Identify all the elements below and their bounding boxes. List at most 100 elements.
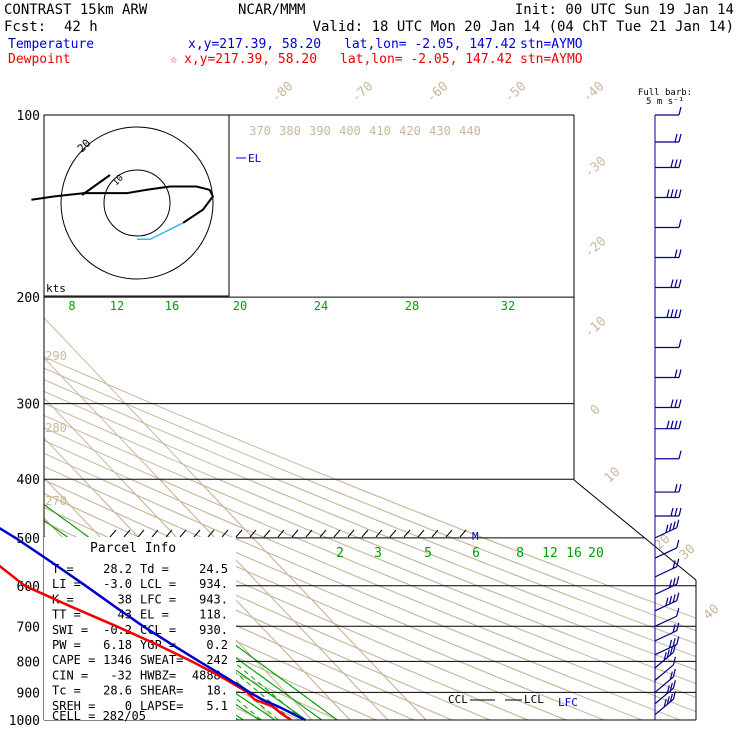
wind-barb-feather	[674, 133, 678, 143]
header: CONTRAST 15km ARW Fcst: 42 h NCAR/MMM In…	[4, 2, 734, 67]
hatch-mark	[291, 529, 299, 538]
parcel-info-title: Parcel Info	[90, 541, 176, 556]
wind-barb-feather	[676, 519, 680, 528]
hatch-mark	[459, 529, 467, 538]
parcel-label: CCL =	[140, 623, 176, 637]
wind-barb-feather	[672, 680, 676, 689]
hodograph-trace-low	[137, 222, 184, 241]
parcel-label: SWEAT=	[140, 653, 183, 667]
wind-barb-feather	[668, 522, 673, 532]
wind-barb-feather	[672, 577, 676, 587]
parcel-value: 1346	[103, 653, 132, 667]
hatch-mark	[333, 529, 341, 538]
theta-tick-label: 280	[45, 421, 67, 435]
wind-barb-feather	[670, 309, 674, 318]
hatch-mark	[207, 529, 215, 538]
wind-barb-feather	[672, 668, 676, 678]
parcel-label: SWI =	[52, 623, 88, 637]
wind-barb-feather	[678, 507, 682, 517]
wind-barb-feather	[672, 691, 676, 700]
wind-barb-feather	[672, 560, 676, 569]
isotherm-tick-label: -50	[502, 79, 529, 106]
level-label: CCL	[448, 693, 468, 706]
wind-barb-feather	[674, 420, 678, 429]
wind-barb-feather	[665, 597, 669, 606]
pressure-tick-label: 200	[17, 291, 40, 306]
wind-barb-feather	[678, 249, 682, 258]
wind-barb-staff	[654, 630, 678, 642]
level-label: LCL	[524, 693, 544, 706]
hodograph-inner-ring	[103, 169, 171, 237]
isotherm-tick-label: 40	[701, 602, 723, 624]
wind-barb-feather	[670, 159, 674, 168]
wind-barb-feather	[666, 309, 670, 318]
mixing-ratio-tick-label: 8	[68, 299, 75, 313]
wind-barb-feather	[669, 671, 673, 680]
mixing-ratio-tick-label: 12	[110, 299, 124, 313]
wind-barb-feather	[666, 649, 670, 658]
isotherm-tick-label: -10	[582, 314, 609, 341]
barb-title-1: Full barb:	[638, 88, 692, 98]
parcel-label: CIN =	[52, 668, 88, 682]
parcel-label: EL =	[140, 608, 169, 622]
org-name: NCAR/MMM	[238, 2, 305, 18]
wind-barb-feather	[670, 399, 674, 408]
dry-adiabat-line	[44, 480, 696, 720]
parcel-label: LCL =	[140, 577, 176, 591]
wind-barb-feather	[678, 339, 682, 348]
parcel-value: 38	[118, 592, 132, 606]
level-label: LFC	[558, 696, 578, 709]
dewpoint-xy: x,y=217.39, 58.20	[184, 52, 317, 67]
wind-barb-feather	[669, 646, 673, 656]
fcst-label: Fcst:	[4, 19, 46, 35]
parcel-value: 18.	[206, 684, 228, 698]
isotherm-tick-label: -60	[424, 79, 451, 106]
wind-barb-feather	[678, 399, 682, 408]
hatch-mark	[417, 529, 425, 538]
hatch-mark	[389, 529, 397, 538]
dewpoint-station: stn=AYMO	[520, 52, 583, 67]
wind-barb-feather	[670, 507, 674, 517]
pressure-tick-label: 1000	[9, 714, 40, 729]
parcel-value: 5.1	[206, 699, 228, 713]
wind-barb-feather	[674, 279, 678, 288]
isotherm-tick-label: -30	[582, 154, 609, 181]
mixing-ratio-tick-label: 20	[233, 299, 247, 313]
wind-barb-column: Full barb: 5 m s⁻¹	[638, 88, 692, 720]
level-label: EL	[248, 152, 262, 165]
wind-barb-staff	[654, 547, 678, 559]
hatch-mark	[221, 529, 229, 538]
dewpoint-latlon: lat,lon= -2.05, 147.42	[340, 52, 512, 67]
init-time: Init: 00 UTC Sun 19 Jan 14	[515, 2, 734, 18]
wind-barb-feather	[678, 309, 682, 318]
mixing-ratio-tick-label: 5	[424, 546, 432, 561]
dry-adiabat-line	[44, 480, 696, 720]
theta-tick-label: 390	[309, 124, 331, 138]
wind-barb-feather	[663, 651, 667, 661]
isotherm-tick-label: -70	[349, 79, 376, 106]
mixing-ratio-tick-label: 12	[542, 546, 558, 561]
mixing-ratio-tick-label: 6	[472, 546, 480, 561]
parcel-value: 28.6	[103, 684, 132, 698]
parcel-label: HWBZ=	[140, 668, 176, 682]
wind-barb-feather	[669, 682, 673, 692]
parcel-value: 118.	[199, 608, 228, 622]
wind-barb-staff	[654, 676, 674, 693]
hodograph-trace	[31, 185, 215, 224]
parcel-label: LAPSE=	[140, 699, 183, 713]
parcel-label: CAPE =	[52, 653, 95, 667]
parcel-label: SHEAR=	[140, 684, 183, 698]
wind-barb-feather	[676, 558, 680, 567]
parcel-label: SREH =	[52, 699, 95, 713]
hatch-mark	[263, 529, 271, 538]
dry-adiabat-line	[44, 480, 696, 720]
hatch-mark	[151, 529, 159, 538]
parcel-value: 28.2	[103, 562, 132, 576]
level-label: M	[472, 530, 479, 543]
pressure-tick-label: 300	[17, 398, 40, 413]
theta-tick-label: 380	[279, 124, 301, 138]
theta-tick-label: 420	[399, 124, 421, 138]
wind-barb-feather	[666, 189, 670, 198]
wind-barb-feather	[678, 159, 682, 168]
parcel-value: 943.	[199, 592, 228, 606]
